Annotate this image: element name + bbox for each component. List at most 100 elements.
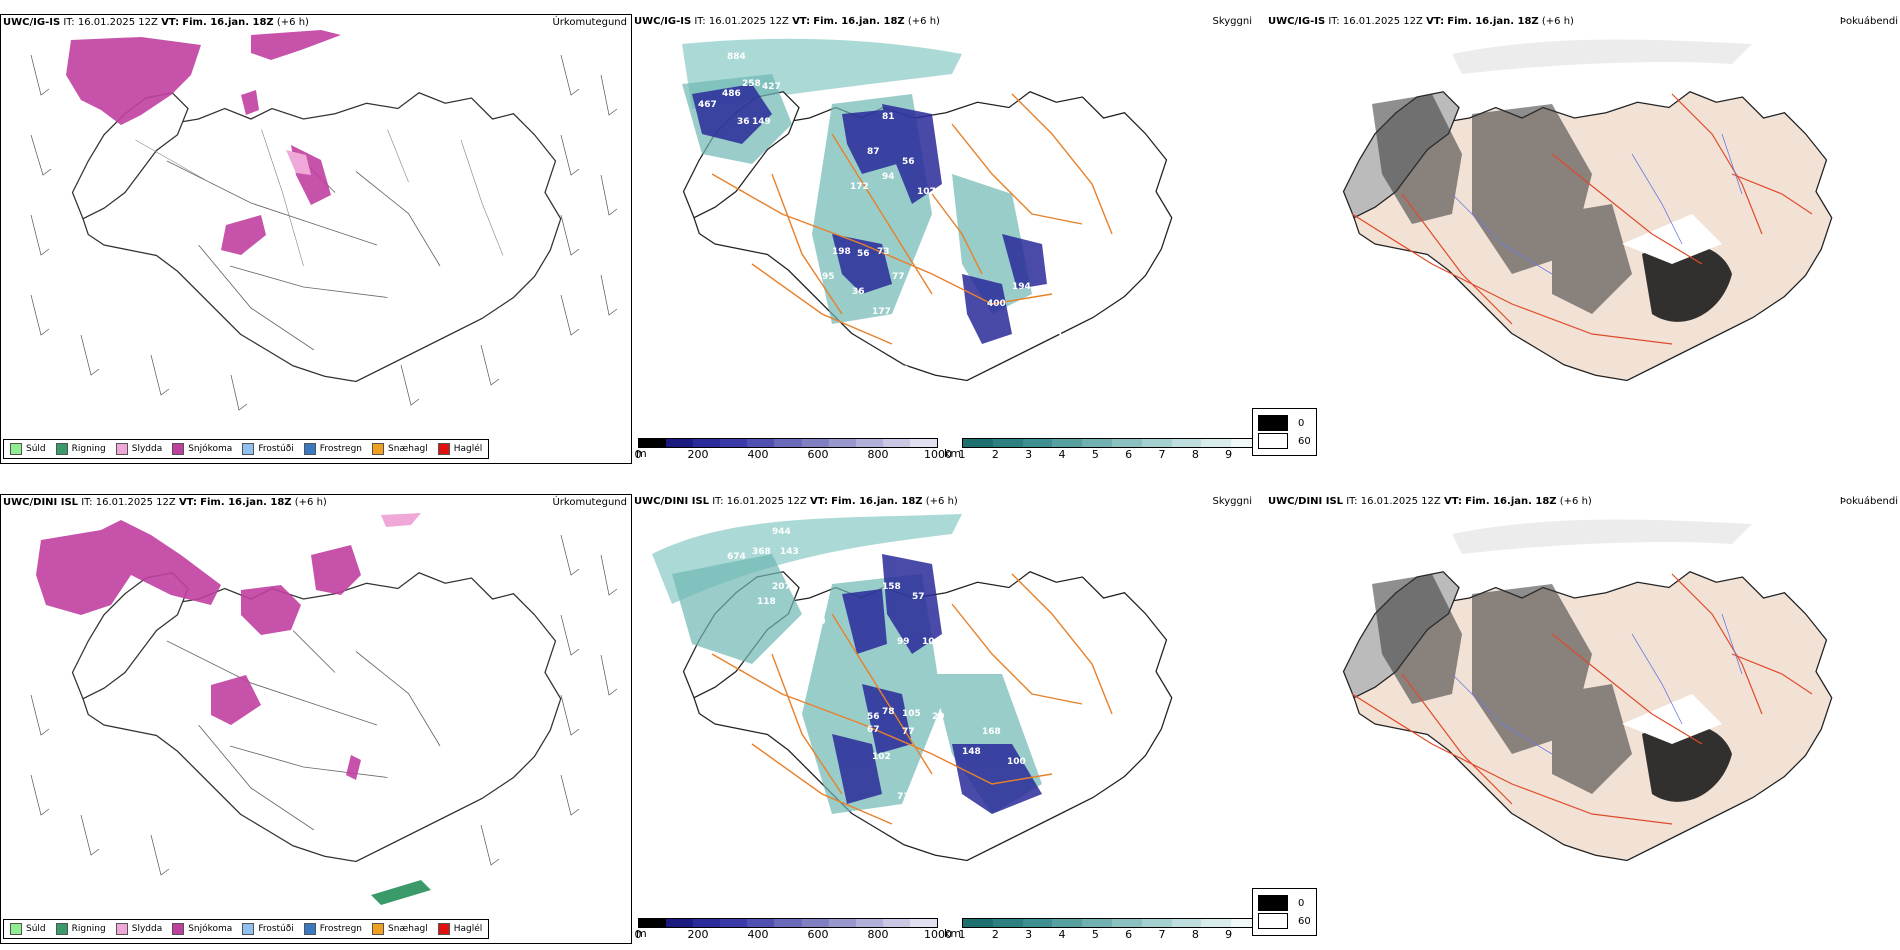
colorbar-swatch (1171, 919, 1202, 927)
colorbar-tick: 800 (867, 448, 889, 461)
svg-text:118: 118 (757, 597, 776, 607)
fog-title: Þokuábendi (1839, 496, 1898, 507)
svg-text:107: 107 (917, 187, 936, 197)
cloudbase-colorbar: m 0 200 400 600 800 1000 (635, 438, 952, 462)
fog-map (1342, 519, 1833, 862)
colorbar-swatch (963, 439, 993, 447)
colorbar-swatch (1111, 439, 1142, 447)
colorbar-swatch (828, 439, 856, 447)
legend-item: Frostúði (242, 443, 294, 455)
svg-text:168: 168 (982, 727, 1001, 737)
colorbar-tick: 200 (687, 448, 709, 461)
lead-time: (+6 h) (276, 17, 309, 28)
precip-panel-row1: UWC/IG-IS IT: 16.01.2025 12Z VT: Fim. 16… (0, 14, 632, 464)
colorbar-swatch (992, 919, 1023, 927)
colorbar-swatch (828, 919, 856, 927)
svg-text:99: 99 (897, 637, 910, 647)
colorbar-swatch (1082, 439, 1112, 447)
colorbar-tick: 5 (1091, 928, 1099, 941)
svg-text:194: 194 (1012, 282, 1031, 292)
precip-legend: Súld Rigning Slydda Snjókoma Frostúði Fr… (3, 919, 490, 939)
svg-text:81: 81 (882, 112, 895, 122)
fog-title: Þokuábendi (1839, 16, 1898, 27)
svg-text:105: 105 (902, 709, 921, 719)
colorbar-swatch (801, 439, 829, 447)
svg-text:57: 57 (912, 592, 925, 602)
colorbar-tick: 8 (1191, 928, 1199, 941)
svg-text:87: 87 (867, 147, 880, 157)
svg-text:86: 86 (1032, 747, 1045, 757)
svg-text:29: 29 (932, 712, 945, 722)
cloud-map: 884 427 258 467 486 36 149 81 56 107 87 … (682, 38, 1173, 382)
model-name: UWC/IG-IS (3, 17, 61, 28)
colorbar-swatch (1052, 919, 1083, 927)
colorbar-tick: 7 (1158, 448, 1166, 461)
legend-item: Snjókoma (172, 443, 232, 455)
colorbar-swatch (1171, 439, 1202, 447)
cloudbase-colorbar: m 0 200 400 600 800 1000 (634, 918, 952, 942)
svg-text:56: 56 (867, 712, 880, 722)
svg-text:209: 209 (807, 617, 826, 627)
fog-panel-row1: UWC/IG-IS IT: 16.01.2025 12Z VT: Fim. 16… (1252, 14, 1900, 464)
colorbar-swatch (639, 439, 667, 447)
colorbar-tick: 6 (1125, 448, 1133, 461)
fog-panel-row2: UWC/DINI ISL IT: 16.01.2025 12Z VT: Fim.… (1252, 494, 1900, 944)
it-label: IT: (63, 17, 75, 28)
colorbar-swatch (992, 439, 1023, 447)
colorbar-tick: 6 (1125, 928, 1133, 941)
colorbar-tick: 7 (1158, 928, 1166, 941)
svg-text:67: 67 (867, 725, 880, 735)
svg-text:104: 104 (922, 637, 941, 647)
svg-text:207: 207 (772, 582, 791, 592)
svg-text:198: 198 (832, 247, 851, 257)
colorbar-swatch (1111, 919, 1142, 927)
svg-text:77: 77 (892, 272, 905, 282)
colorbar-swatch (747, 919, 775, 927)
legend-item: Haglél (437, 443, 482, 455)
it-value: 16.01.2025 12Z (77, 17, 158, 28)
colorbar-swatch (1141, 439, 1172, 447)
colorbar-swatch (720, 919, 748, 927)
colorbar-tick: 400 (747, 448, 769, 461)
colorbar-swatch (963, 919, 993, 927)
colorbar-swatch (855, 439, 883, 447)
colorbar-tick: 800 (867, 928, 889, 941)
colorbar-swatch (909, 439, 938, 447)
svg-text:94: 94 (882, 172, 895, 182)
svg-text:944: 944 (772, 527, 791, 537)
precip-map (30, 30, 618, 411)
cloud-panel-row2: UWC/DINI ISL IT: 16.01.2025 12Z VT: Fim.… (632, 494, 1252, 944)
colorbar-swatch (1141, 919, 1172, 927)
colorbar-tick: 600 (807, 928, 829, 941)
precip-title: Úrkomutegund (552, 17, 627, 28)
colorbar-swatch (1231, 919, 1252, 927)
visibility-colorbar: km 12345678910 (944, 438, 1252, 462)
panel-header: UWC/DINI ISL IT: 16.01.2025 12Z VT: Fim.… (634, 496, 958, 507)
colorbar-swatch (1201, 439, 1232, 447)
colorbar-tick: 4 (1058, 928, 1066, 941)
colorbar-swatch (666, 919, 694, 927)
colorbar-swatch (693, 919, 721, 927)
colorbar-swatch (882, 919, 910, 927)
precip-legend: Súld Rigning Slydda Snjókoma Frostúði Fr… (3, 439, 490, 459)
svg-text:177: 177 (872, 307, 891, 317)
legend-item: Snæhagl (372, 443, 428, 455)
svg-text:73: 73 (877, 247, 890, 257)
cloud-panel-row1: UWC/IG-IS IT: 16.01.2025 12Z VT: Fim. 16… (632, 14, 1252, 464)
colorbar-swatch (1022, 439, 1053, 447)
cloud-map: 944 368 143 674 207 145 118 158 57 99 10… (652, 514, 1173, 862)
colorbar-swatch (1022, 919, 1053, 927)
colorbar-tick: 9 (1225, 928, 1233, 941)
precip-map (30, 513, 618, 905)
svg-text:149: 149 (752, 117, 771, 127)
colorbar-tick: 400 (747, 928, 769, 941)
svg-text:172: 172 (850, 182, 869, 192)
colorbar-tick: 0 (634, 928, 642, 941)
colorbar-tick: 3 (1025, 928, 1033, 941)
cloud-title: Skyggni (1212, 496, 1252, 507)
fog-legend: 0 60 (1252, 888, 1317, 936)
fog-legend: 0 60 (1252, 408, 1317, 456)
panel-header: UWC/IG-IS IT: 16.01.2025 12Z VT: Fim. 16… (634, 16, 940, 27)
svg-text:9: 9 (900, 817, 906, 827)
svg-text:163: 163 (887, 347, 906, 357)
